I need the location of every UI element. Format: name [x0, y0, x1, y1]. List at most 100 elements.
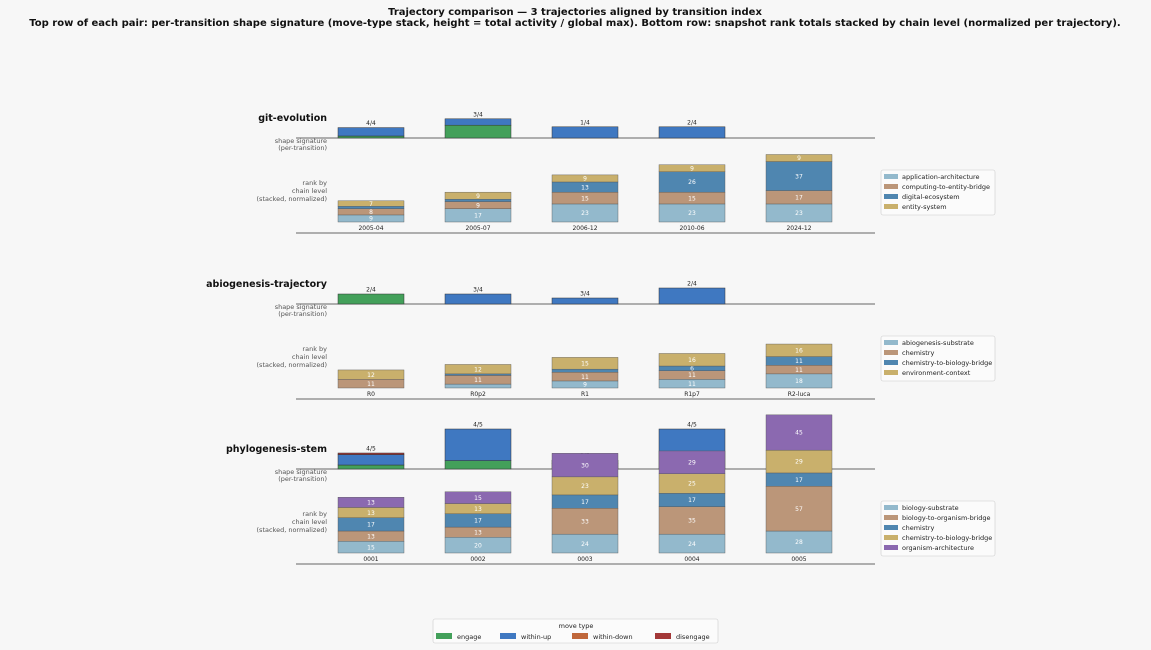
snapshot-tick-label: R0p2: [470, 391, 486, 398]
legend-swatch: [884, 360, 898, 365]
move-legend-swatch-engage: [436, 633, 452, 639]
rank-segment-label: 37: [795, 173, 803, 180]
legend-label: biology-to-organism-bridge: [902, 514, 991, 522]
rank-segment-organism-architecture: [551, 453, 619, 478]
rank-segment-label: 13: [367, 510, 375, 517]
legend-swatch: [884, 174, 898, 179]
rank-segment-label: 9: [476, 193, 480, 200]
figure-subtitle: Top row of each pair: per-transition sha…: [29, 18, 1120, 29]
shape-bar-disengage: [337, 452, 405, 455]
rank-segment-label: 17: [474, 518, 482, 525]
rank-row-label: (stacked, normalized): [257, 195, 327, 203]
legend-swatch: [884, 545, 898, 550]
rank-segment-label: 57: [795, 506, 803, 513]
rank-segment-label: 13: [474, 506, 482, 513]
panel-2: phylogenesis-stem shape signature(per-tra…: [226, 414, 996, 565]
rank-row-label: chain level: [292, 353, 327, 361]
legend-label: organism-architecture: [902, 544, 974, 552]
legend-label: application-architecture: [902, 173, 980, 181]
rank-segment-label: 11: [581, 374, 589, 381]
rank-segment-label: 8: [369, 209, 373, 216]
rank-segment-label: 11: [795, 367, 803, 374]
snapshot-tick-label: 0002: [470, 556, 485, 563]
shape-bar-engage: [337, 293, 405, 305]
snapshot-tick-label: 0005: [791, 556, 806, 563]
legend-swatch: [884, 184, 898, 189]
rank-segment-environment-context: [765, 343, 833, 357]
legend-label: biology-substrate: [902, 504, 959, 512]
shape-bar-label: 4/5: [687, 422, 697, 429]
rank-segment-label: 23: [688, 210, 696, 217]
legend-swatch: [884, 505, 898, 510]
rank-segment-entity-system: [337, 200, 405, 207]
level-legend-box: [880, 500, 996, 557]
rank-row-label: (stacked, normalized): [257, 526, 327, 534]
rank-segment-entity-system: [658, 164, 726, 172]
shape-row-label: shape signature: [275, 137, 327, 145]
shape-bar-label: 4/4: [366, 120, 376, 127]
shape-row-label: (per-transition): [278, 310, 327, 318]
move-legend-label: engage: [457, 633, 481, 641]
rank-segment-chemistry-to-biology-bridge: [551, 368, 619, 373]
rank-segment-biology-to-organism-bridge: [765, 486, 833, 532]
rank-segment-label: 16: [688, 357, 696, 364]
move-legend-label: disengage: [676, 633, 710, 641]
legend-swatch: [884, 535, 898, 540]
rank-segment-abiogenesis-substrate: [444, 383, 512, 389]
legend-label: abiogenesis-substrate: [902, 339, 974, 347]
rank-segment-label: 28: [795, 539, 803, 546]
shape-bar-within-up: [337, 127, 405, 137]
shape-bar-within-up: [551, 126, 619, 139]
rank-segment-label: 13: [581, 184, 589, 191]
rank-segment-label: 16: [795, 348, 803, 355]
rank-segment-label: 20: [474, 542, 482, 549]
legend-swatch: [884, 204, 898, 209]
rank-row-label: rank by: [302, 345, 327, 353]
rank-segment-label: 45: [795, 430, 803, 437]
rank-row-label: (stacked, normalized): [257, 361, 327, 369]
move-legend-swatch-disengage: [655, 633, 671, 639]
rank-segment-label: 15: [581, 360, 589, 367]
snapshot-tick-label: R2-luca: [788, 391, 811, 398]
rank-segment-label: 9: [797, 155, 801, 162]
snapshot-tick-label: 2006-12: [572, 225, 597, 232]
legend-swatch: [884, 370, 898, 375]
snapshot-tick-label: 2010-06: [679, 225, 704, 232]
figure-title: Trajectory comparison — 3 trajectories a…: [388, 7, 762, 18]
shape-bar-engage: [444, 460, 512, 470]
rank-segment-entity-system: [765, 154, 833, 162]
rank-row-label: chain level: [292, 518, 327, 526]
rank-segment-label: 24: [688, 541, 696, 548]
rank-segment-label: 17: [474, 213, 482, 220]
panel-1: abiogenesis-trajectory shape signature(pe…: [206, 279, 996, 400]
level-legend-box: [880, 335, 996, 382]
rank-segment-label: 13: [367, 533, 375, 540]
rank-segment-label: 17: [581, 499, 589, 506]
rank-segment-label: 33: [581, 518, 589, 525]
legend-swatch: [884, 515, 898, 520]
legend-label: computing-to-entity-bridge: [902, 183, 990, 191]
rank-segment-label: 7: [369, 201, 373, 208]
rank-segment-organism-architecture: [444, 491, 512, 504]
snapshot-tick-label: 0004: [684, 556, 699, 563]
shape-row-label: shape signature: [275, 303, 327, 311]
rank-segment-organism-architecture: [658, 450, 726, 474]
shape-bar-label: 4/5: [366, 446, 376, 453]
rank-segment-label: 17: [795, 194, 803, 201]
legend-label: digital-ecosystem: [902, 193, 960, 201]
snapshot-tick-label: 2005-07: [465, 225, 490, 232]
rank-segment-label: 35: [688, 518, 696, 525]
rank-segment-label: 15: [688, 195, 696, 202]
rank-segment-label: 9: [583, 176, 587, 183]
rank-segment-label: 23: [795, 210, 803, 217]
rank-segment-label: 9: [369, 216, 373, 223]
shape-bar-label: 4/5: [473, 422, 483, 429]
rank-segment-chemistry-to-biology-bridge: [444, 373, 512, 376]
move-legend-swatch-within-up: [500, 633, 516, 639]
shape-bar-label: 2/4: [687, 119, 697, 126]
rank-segment-biology-to-organism-bridge: [551, 508, 619, 535]
snapshot-tick-label: 2024-12: [786, 225, 811, 232]
shape-bar-engage: [444, 124, 512, 139]
shape-bar-label: 3/4: [473, 111, 483, 118]
